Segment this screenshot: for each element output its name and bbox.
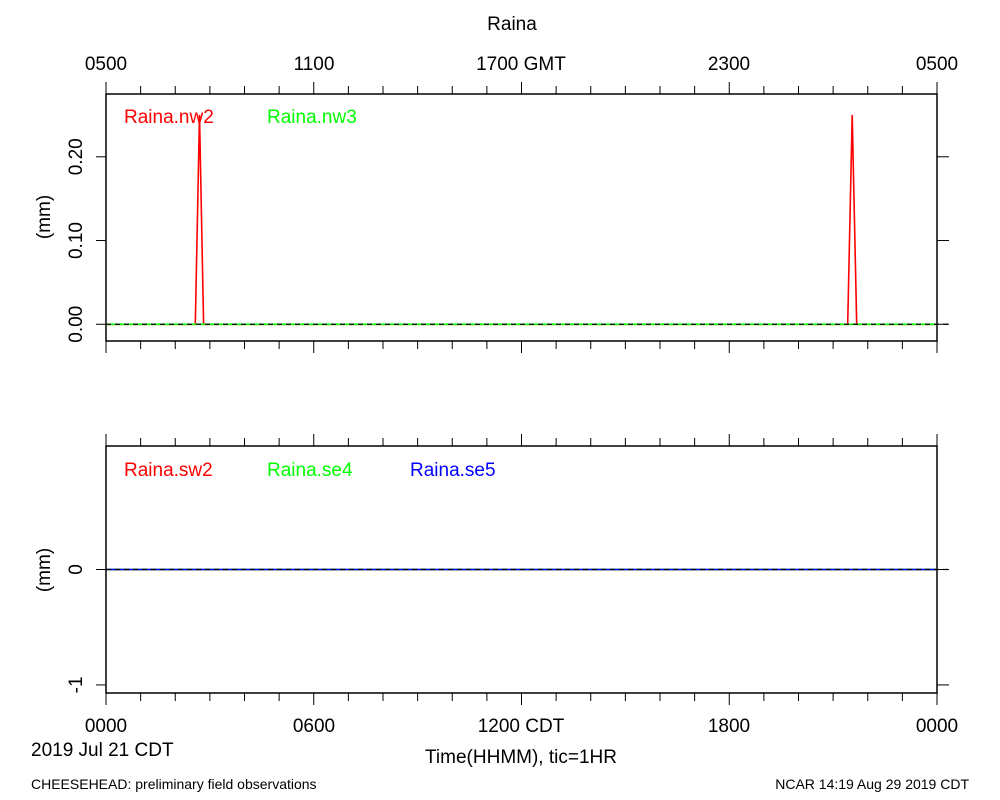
y-tick-label: 0.20 bbox=[66, 138, 87, 175]
lower-y-axis-label: (mm) bbox=[34, 548, 55, 592]
legend-raina-sw2: Raina.sw2 bbox=[124, 460, 213, 481]
bottom-tick-label: 0600 bbox=[293, 716, 335, 737]
legend-raina-se4: Raina.se4 bbox=[267, 460, 353, 481]
legend-raina-nw3: Raina.nw3 bbox=[267, 107, 357, 128]
upper-panel: 0.00 0.10 0.20 (mm) Raina.nw2 Raina.nw3 bbox=[34, 82, 949, 353]
bottom-cdt-axis: 0000 0600 1200 CDT 1800 0000 bbox=[85, 716, 958, 737]
date-label: 2019 Jul 21 CDT bbox=[31, 740, 174, 761]
y-tick-label: 0.00 bbox=[66, 306, 87, 343]
footer-right: NCAR 14:19 Aug 29 2019 CDT bbox=[775, 776, 969, 792]
top-tick-label: 0500 bbox=[916, 54, 958, 75]
y-tick-label: 0 bbox=[66, 564, 87, 575]
upper-series-lines bbox=[106, 114, 937, 326]
top-gmt-axis: 0500 1100 1700 GMT 2300 0500 bbox=[85, 54, 958, 75]
lower-ticks bbox=[96, 434, 949, 705]
lower-panel: -1 0 (mm) Raina.sw2 Raina.se4 Raina.se5 bbox=[34, 434, 949, 705]
top-tick-label: 1100 bbox=[294, 54, 335, 75]
upper-y-tick-labels: 0.00 0.10 0.20 bbox=[66, 138, 87, 342]
bottom-tick-label: 0000 bbox=[916, 716, 958, 737]
y-tick-label: 0.10 bbox=[66, 222, 87, 259]
upper-plot-frame bbox=[105, 93, 938, 342]
top-tick-label: 2300 bbox=[708, 54, 750, 75]
bottom-tick-label: 0000 bbox=[85, 716, 127, 737]
lower-y-tick-labels: -1 0 bbox=[66, 564, 87, 693]
bottom-tick-label: 1800 bbox=[708, 716, 750, 737]
footer-left: CHEESEHEAD: preliminary field observatio… bbox=[31, 776, 317, 792]
bottom-tick-label: 1200 CDT bbox=[478, 716, 565, 737]
legend-raina-se5: Raina.se5 bbox=[410, 460, 496, 481]
series-line-raina-nw2 bbox=[106, 114, 937, 326]
x-axis-label: Time(HHMM), tic=1HR bbox=[425, 747, 617, 768]
top-tick-label: 0500 bbox=[85, 54, 127, 75]
upper-ticks bbox=[96, 82, 949, 353]
chart-title: Raina bbox=[487, 14, 537, 35]
top-tick-label: 1700 GMT bbox=[476, 54, 566, 75]
legend-raina-nw2: Raina.nw2 bbox=[124, 107, 214, 128]
y-tick-label: -1 bbox=[66, 676, 87, 693]
upper-y-axis-label: (mm) bbox=[34, 195, 55, 239]
